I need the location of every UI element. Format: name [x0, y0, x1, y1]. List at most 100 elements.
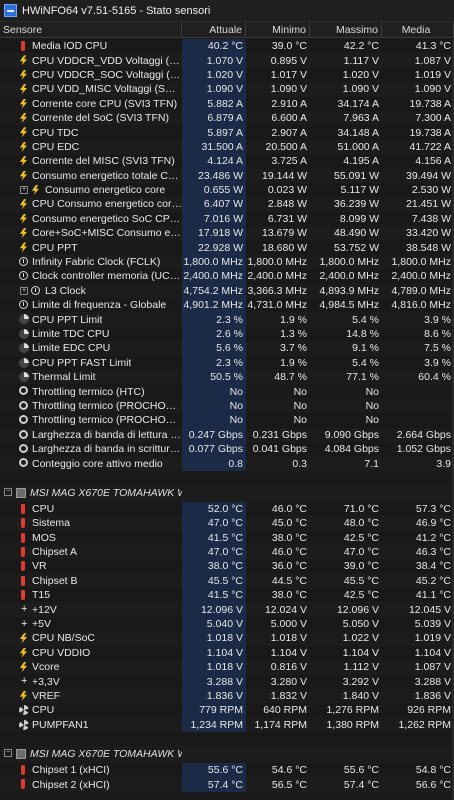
column-current[interactable]: Attuale	[182, 22, 246, 37]
bolt-icon	[19, 141, 28, 152]
sensor-row[interactable]: CPU VDD_MISC Voltaggi (SVI3 TFN)1.090 V1…	[0, 82, 454, 97]
current-value: 40.2 °C	[182, 39, 246, 54]
current-value: 1.018 V	[182, 660, 246, 675]
sensor-group-header[interactable]: − MSI MAG X670E TOMAHAWK WI...	[0, 745, 454, 763]
max-value: 34.148 A	[337, 126, 379, 139]
bolt-icon	[19, 112, 28, 123]
avg-value: 39.494 W	[406, 169, 451, 182]
sensor-name-cell: CPU NB/SoC	[0, 631, 182, 645]
sensor-row[interactable]: +12V 12.096 V 12.024 V 12.096 V 12.045 V	[0, 602, 454, 617]
max-value: No	[365, 399, 379, 412]
sensor-row[interactable]: Limite EDC CPU 5.6 % 3.7 % 9.1 % 7.5 %	[0, 341, 454, 356]
max-value: 8.099 W	[339, 212, 379, 225]
current-value: 1.020 V	[182, 67, 246, 83]
collapse-icon[interactable]: −	[4, 487, 12, 496]
current-value: 31.500 A	[182, 139, 246, 155]
avg-value: 4,816.0 MHz	[391, 299, 451, 312]
gauge-icon	[19, 443, 28, 453]
max-value: 48.0 °C	[343, 517, 379, 530]
bolt-icon	[19, 690, 28, 701]
sensor-row[interactable]: +5V 5.040 V 5.000 V 5.050 V 5.039 V	[0, 616, 454, 632]
sensor-row[interactable]: Chipset 2 (xHCI) 57.4 °C 56.5 °C 57.4 °C 56.…	[0, 777, 454, 792]
avg-value: 38.548 W	[406, 241, 451, 254]
sensor-row[interactable]: Core+SoC+MISC Consumo ener... 17.918 W 13.…	[0, 226, 454, 241]
sensor-row[interactable]: CPU TDC 5.897 A 2.907 A 34.148 A 19.738 A	[0, 125, 454, 140]
sensor-name-cell: + Consumo energetico core	[0, 183, 182, 197]
sensor-row[interactable]: Sistema 47.0 °C 45.0 °C 48.0 °C 46.9 °C	[0, 516, 454, 531]
max-value: 1.840 V	[342, 689, 379, 702]
sensor-row[interactable]: Larghezza di banda di lettura DRAM0.247 …	[0, 427, 454, 442]
sensor-row[interactable]: Larghezza di banda in scrittura D... 0.07…	[0, 441, 454, 457]
sensor-name-cell: Consumo energetico SoC CPU (S...	[0, 212, 182, 226]
min-value: 6.600 A	[271, 112, 307, 125]
thermometer-icon	[21, 503, 25, 514]
sensor-row[interactable]: Thermal Limit 50.5 % 48.7 % 77.1 % 60.4 %	[0, 369, 454, 385]
sensor-row[interactable]: CPU Consumo energetico core (S...6.407 W…	[0, 197, 454, 212]
sensor-label: Infinity Fabric Clock (FCLK)	[32, 256, 161, 269]
sensor-row[interactable]: Media IOD CPU 40.2 °C 39.0 °C 42.2 °C 41.3 °…	[0, 39, 454, 54]
sensor-row[interactable]: Consumo energetico totale CPU 23.486 W 19.…	[0, 168, 454, 183]
sensor-row[interactable]: VR 38.0 °C 36.0 °C 39.0 °C 38.4 °C	[0, 559, 454, 574]
sensor-row[interactable]: Corrente del MISC (SVI3 TFN) 4.124 A 3.725…	[0, 154, 454, 169]
max-value: 9.1 %	[352, 342, 379, 355]
sensor-row[interactable]: + L3 Clock 4,754.2 MHz 3,366.3 MHz 4,893.9 M…	[0, 283, 454, 299]
expand-icon[interactable]: +	[20, 286, 28, 295]
sensor-row[interactable]: CPU PPT 22.928 W 18.680 W 53.752 W 38.548 W	[0, 240, 454, 255]
sensor-row[interactable]: CPU 779 RPM 640 RPM 1,276 RPM 926 RPM	[0, 703, 454, 718]
sensor-row[interactable]: Throttling termico (HTC) No No No	[0, 384, 454, 399]
sensor-label: Clock controller memoria (UCLK)	[32, 270, 182, 283]
sensor-name-cell: PUMPFAN1	[0, 718, 182, 732]
max-value: 55.6 °C	[343, 764, 379, 777]
sensor-row[interactable]: Chipset B 45.5 °C 44.5 °C 45.5 °C 45.2 °C	[0, 573, 454, 589]
sensor-row[interactable]: Limite TDC CPU 2.6 % 1.3 % 14.8 % 8.6 %	[0, 326, 454, 342]
sensor-row[interactable]: CPU EDC 31.500 A 20.500 A 51.000 A 41.722 A	[0, 139, 454, 155]
collapse-icon[interactable]: −	[4, 748, 12, 757]
fan-icon	[19, 719, 29, 730]
column-min[interactable]: Minimo	[246, 22, 310, 37]
column-max[interactable]: Massimo	[310, 22, 382, 37]
sensor-row[interactable]: CPU VDDIO 1.104 V 1.104 V 1.104 V 1.104 V	[0, 645, 454, 661]
min-value: 1.017 V	[270, 68, 307, 81]
sensor-row[interactable]: +3,3V 3.288 V 3.280 V 3.292 V 3.288 V	[0, 674, 454, 689]
sensor-row[interactable]: Corrente core CPU (SVI3 TFN) 5.882 A 2.910…	[0, 96, 454, 111]
sensor-row[interactable]: PUMPFAN1 1,234 RPM 1,174 RPM 1,380 RPM 1,262…	[0, 717, 454, 732]
sensor-name-cell: +12V	[0, 602, 182, 616]
sensor-row[interactable]: Clock controller memoria (UCLK) 2,400.0 M…	[0, 269, 454, 284]
sensor-name-cell: T15	[0, 588, 182, 602]
sensor-row[interactable]: CPU VDDCR_VDD Voltaggi (SVI3 ...1.070 V 0…	[0, 53, 454, 68]
max-value: 1,380 RPM	[326, 718, 379, 731]
expand-icon[interactable]: +	[20, 185, 28, 194]
sensor-name-cell: Chipset 1 (xHCI)	[0, 763, 182, 777]
percent-icon	[19, 371, 29, 382]
sensor-row[interactable]: Infinity Fabric Clock (FCLK) 1,800.0 MHz 1…	[0, 254, 454, 270]
column-avg[interactable]: Media	[382, 22, 454, 37]
sensor-row[interactable]: Conteggio core attivo medio 0.8 0.3 7.1 3.9	[0, 456, 454, 471]
vertical-scrollbar[interactable]	[452, 39, 454, 800]
sensor-row[interactable]: Chipset 1 (xHCI) 55.6 °C 54.6 °C 55.6 °C 54.…	[0, 762, 454, 778]
sensor-row[interactable]: Limite di frequenza - Globale 4,901.2 MHz…	[0, 298, 454, 313]
gauge-icon	[19, 429, 28, 439]
sensor-row[interactable]: T15 41.5 °C 38.0 °C 42.5 °C 41.1 °C	[0, 588, 454, 603]
max-value: 4,893.9 MHz	[319, 284, 379, 297]
avg-value: 2,400.0 MHz	[391, 270, 451, 283]
sensor-row[interactable]: Chipset A 47.0 °C 46.0 °C 47.0 °C 46.3 °C	[0, 544, 454, 560]
sensor-row[interactable]: VREF 1.836 V 1.832 V 1.840 V 1.836 V	[0, 688, 454, 704]
avg-value: 1.019 V	[414, 68, 451, 81]
sensor-row[interactable]: CPU NB/SoC 1.018 V 1.018 V 1.022 V 1.019 V	[0, 631, 454, 646]
bolt-icon	[19, 213, 28, 224]
sensor-row[interactable]: Corrente del SoC (SVI3 TFN) 6.879 A 6.600 …	[0, 110, 454, 126]
sensor-row[interactable]: + Consumo energetico core 0.655 W 0.023 W 5.…	[0, 182, 454, 198]
column-sensor[interactable]: Sensore	[0, 22, 182, 37]
sensor-row[interactable]: CPU VDDCR_SOC Voltaggi (SVI3 ...1.020 V1…	[0, 67, 454, 83]
sensor-row[interactable]: MOS 41.5 °C 38.0 °C 42.5 °C 41.2 °C	[0, 530, 454, 545]
sensor-row[interactable]: CPU PPT FAST Limit 2.3 % 1.9 % 5.4 % 3.9 %	[0, 355, 454, 370]
sensor-row[interactable]: CPU PPT Limit 2.3 % 1.9 % 5.4 % 3.9 %	[0, 312, 454, 327]
avg-value: 1.090 V	[414, 83, 451, 96]
sensor-group-header[interactable]: − MSI MAG X670E TOMAHAWK WI...	[0, 484, 454, 502]
current-value: 0.655 W	[182, 182, 246, 198]
sensor-row[interactable]: Consumo energetico SoC CPU (S...7.016 W 6…	[0, 211, 454, 227]
sensor-row[interactable]: CPU 52.0 °C 46.0 °C 71.0 °C 57.3 °C	[0, 501, 454, 517]
sensor-row[interactable]: Vcore 1.018 V 0.816 V 1.112 V 1.087 V	[0, 660, 454, 675]
